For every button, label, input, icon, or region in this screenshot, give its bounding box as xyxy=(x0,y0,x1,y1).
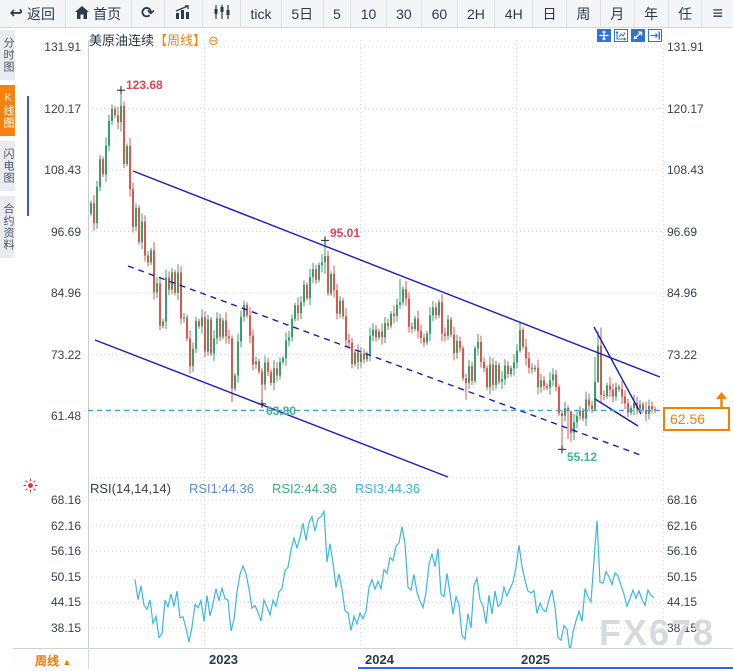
sidebar-tab-合约资料[interactable]: 合约资料 xyxy=(0,196,15,258)
bottom-bar-divider xyxy=(88,649,89,669)
bottom-bar: 周线 ▲ 2023 2024 2025 xyxy=(13,648,733,670)
collapse-icon[interactable]: ⊖ xyxy=(208,33,219,48)
year-label-2025: 2025 xyxy=(521,652,550,667)
year-label-2024: 2024 xyxy=(365,652,394,667)
back-icon: ↩ xyxy=(9,4,23,22)
period-indicator-label: 周线 xyxy=(35,654,60,668)
price-axis-label-left: 61.48 xyxy=(50,409,81,423)
back-button[interactable]: ↩ 返回 xyxy=(0,0,66,27)
hamburger-icon: ≡ xyxy=(712,3,724,23)
scrollbar-thumb[interactable] xyxy=(358,667,733,669)
rsi-indicator-name: RSI(14,14,14) xyxy=(90,481,171,496)
price-axis-label-right: 131.91 xyxy=(667,40,704,55)
toolbar: ↩ 返回 首页 ⟳ xyxy=(0,0,733,28)
period-button-30[interactable]: 30 xyxy=(387,0,423,27)
rsi-axis-label-left: 50.15 xyxy=(50,569,81,584)
rsi-axis-label-right: 68.16 xyxy=(667,493,698,507)
refresh-icon: ⟳ xyxy=(141,4,155,22)
axis-scale-icon[interactable] xyxy=(614,29,628,42)
price-axis-label-right: 120.17 xyxy=(667,101,704,116)
period-button-10[interactable]: 10 xyxy=(351,0,387,27)
period-button-月[interactable]: 月 xyxy=(601,0,635,27)
year-label-2023: 2023 xyxy=(209,652,238,667)
key-price-annotation: 63.80 xyxy=(266,403,297,418)
rsi-axis-label-right: 44.15 xyxy=(667,595,698,610)
price-axis-label-right: 96.69 xyxy=(667,224,698,239)
sidebar-tab-K线图[interactable]: K线图 xyxy=(0,85,15,136)
home-label: 首页 xyxy=(93,5,122,22)
pan-tool-icon[interactable] xyxy=(597,29,611,42)
current-price-value: 62.56 xyxy=(670,411,706,427)
period-button-tick[interactable]: tick xyxy=(241,0,282,27)
price-axis-label-right: 108.43 xyxy=(667,163,704,178)
candlestick-icon xyxy=(213,5,231,22)
price-axis-label-left: 84.96 xyxy=(50,286,81,300)
rsi-axis-label-left: 38.15 xyxy=(50,621,81,636)
period-button-group: tick 5日 5 10 30 60 2H 4H 日周月年任 xyxy=(241,0,703,27)
rsi-axis-label-right: 50.15 xyxy=(667,569,698,584)
key-price-annotation: 55.12 xyxy=(567,450,598,465)
back-label: 返回 xyxy=(26,5,55,22)
price-axis-label-right: 73.22 xyxy=(667,347,698,362)
auto-fit-icon[interactable] xyxy=(631,29,645,42)
price-axis-label-left: 96.69 xyxy=(50,224,81,239)
rsi-value-label: RSI1:44.36 xyxy=(188,481,254,496)
period-tag: 【周线】 xyxy=(154,33,207,48)
rsi-axis-label-right: 62.16 xyxy=(667,518,698,533)
rsi-value-label: RSI3:44.36 xyxy=(355,481,421,496)
indicator-settings-icon[interactable] xyxy=(23,478,38,493)
price-axis-label-right: 84.96 xyxy=(667,286,698,300)
menu-button[interactable]: ≡ xyxy=(703,0,733,27)
chart-control-icons xyxy=(597,29,662,42)
key-price-annotation: 95.01 xyxy=(330,226,361,241)
rsi-header: RSI(14,14,14) RSI1:44.36 RSI2:44.36 RSI3:4… xyxy=(90,481,420,496)
period-button-日[interactable]: 日 xyxy=(533,0,567,27)
rsi-axis-label-left: 44.15 xyxy=(50,595,81,610)
period-button-60[interactable]: 60 xyxy=(422,0,458,27)
period-button-5日[interactable]: 5日 xyxy=(282,0,324,27)
instrument-name: 美原油连续 xyxy=(89,33,155,48)
home-icon xyxy=(75,5,90,22)
sidebar-accent-line xyxy=(27,96,29,216)
rsi-axis-label-right: 38.15 xyxy=(667,621,698,636)
period-button-周[interactable]: 周 xyxy=(567,0,601,27)
home-button[interactable]: 首页 xyxy=(66,0,132,27)
current-price-tag: 62.56 xyxy=(663,407,730,431)
price-axis-label-left: 108.43 xyxy=(44,163,81,178)
rsi-axis-label-right: 56.16 xyxy=(667,544,698,559)
rsi-value-label: RSI2:44.36 xyxy=(271,481,338,496)
bar-chart-icon xyxy=(175,4,193,22)
rsi-axis-label-left: 56.16 xyxy=(50,544,81,559)
sidebar: 分时图 K线图闪电图合约资料 xyxy=(0,30,16,263)
price-up-arrow-icon xyxy=(716,392,727,407)
key-price-annotation: 123.68 xyxy=(126,78,163,93)
triangle-up-icon: ▲ xyxy=(62,657,72,667)
sidebar-tab-分时图[interactable]: 分时图 xyxy=(0,30,15,80)
line-chart-type-button[interactable] xyxy=(165,0,204,27)
refresh-button[interactable]: ⟳ xyxy=(132,0,166,27)
price-axis-label-left: 120.17 xyxy=(44,101,81,116)
candle-chart-type-button[interactable] xyxy=(203,0,242,27)
period-button-任[interactable]: 任 xyxy=(669,0,703,27)
period-button-年[interactable]: 年 xyxy=(635,0,669,27)
sidebar-tab-闪电图[interactable]: 闪电图 xyxy=(0,141,15,191)
rsi-axis-label-left: 68.16 xyxy=(50,493,81,507)
price-axis-label-left: 73.22 xyxy=(50,347,81,362)
rsi-values: RSI1:44.36 RSI2:44.36 RSI3:44.36 xyxy=(189,481,420,496)
period-indicator-button[interactable]: 周线 ▲ xyxy=(35,652,71,669)
period-button-2H[interactable]: 2H xyxy=(458,0,496,27)
period-button-4H[interactable]: 4H xyxy=(495,0,534,27)
watermark: FX678 xyxy=(599,612,716,653)
go-to-latest-icon[interactable] xyxy=(648,29,662,42)
chart-title: 美原油连续【周线】 ⊖ xyxy=(89,30,219,49)
period-button-5[interactable]: 5 xyxy=(324,0,352,27)
rsi-axis-label-left: 62.16 xyxy=(50,518,81,533)
price-axis-label-left: 131.91 xyxy=(44,40,81,55)
